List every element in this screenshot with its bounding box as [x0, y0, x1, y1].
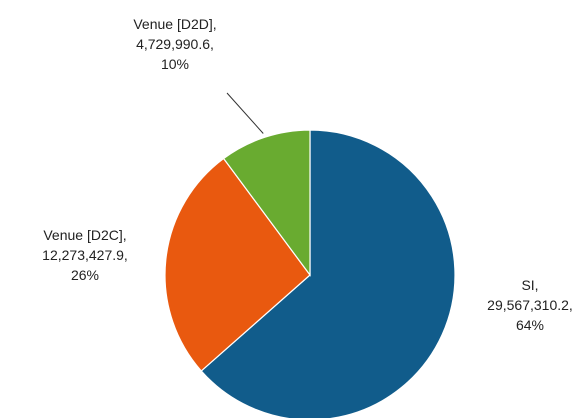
label-line: Venue [D2D], [133, 16, 216, 32]
label-line: SI, [521, 277, 538, 293]
label-separator: , [123, 227, 127, 243]
label-separator: , [213, 16, 217, 32]
label-text: SI [521, 277, 534, 293]
label-line: 64% [516, 317, 544, 333]
label-line: Venue [D2C], [43, 227, 126, 243]
label-line: 26% [71, 267, 99, 283]
label-separator: , [124, 247, 128, 263]
pie-slice [200, 129, 456, 418]
label-line: 10% [161, 56, 189, 72]
label-text: 64% [516, 317, 544, 333]
label-text: 26% [71, 267, 99, 283]
label-line: 29,567,310.2, [487, 297, 573, 313]
pie-slice [164, 157, 311, 372]
label-text: 4,729,990.6 [136, 36, 210, 52]
label-line: 12,273,427.9, [42, 247, 128, 263]
label-separator: , [210, 36, 214, 52]
label-separator: , [569, 297, 573, 313]
slice-label: Venue [D2D], 4,729,990.6, 10% [133, 16, 216, 72]
label-text: 10% [161, 56, 189, 72]
label-separator: , [535, 277, 539, 293]
label-text: Venue [D2D] [133, 16, 212, 32]
slice-label: Venue [D2C], 12,273,427.9, 26% [42, 227, 128, 283]
label-text: 12,273,427.9 [42, 247, 124, 263]
label-line: 4,729,990.6, [136, 36, 214, 52]
label-text: 29,567,310.2 [487, 297, 569, 313]
label-text: Venue [D2C] [43, 227, 122, 243]
slice-label: SI, 29,567,310.2, 64% [487, 277, 573, 333]
pie-slice [222, 129, 311, 277]
leader-line [226, 92, 264, 134]
